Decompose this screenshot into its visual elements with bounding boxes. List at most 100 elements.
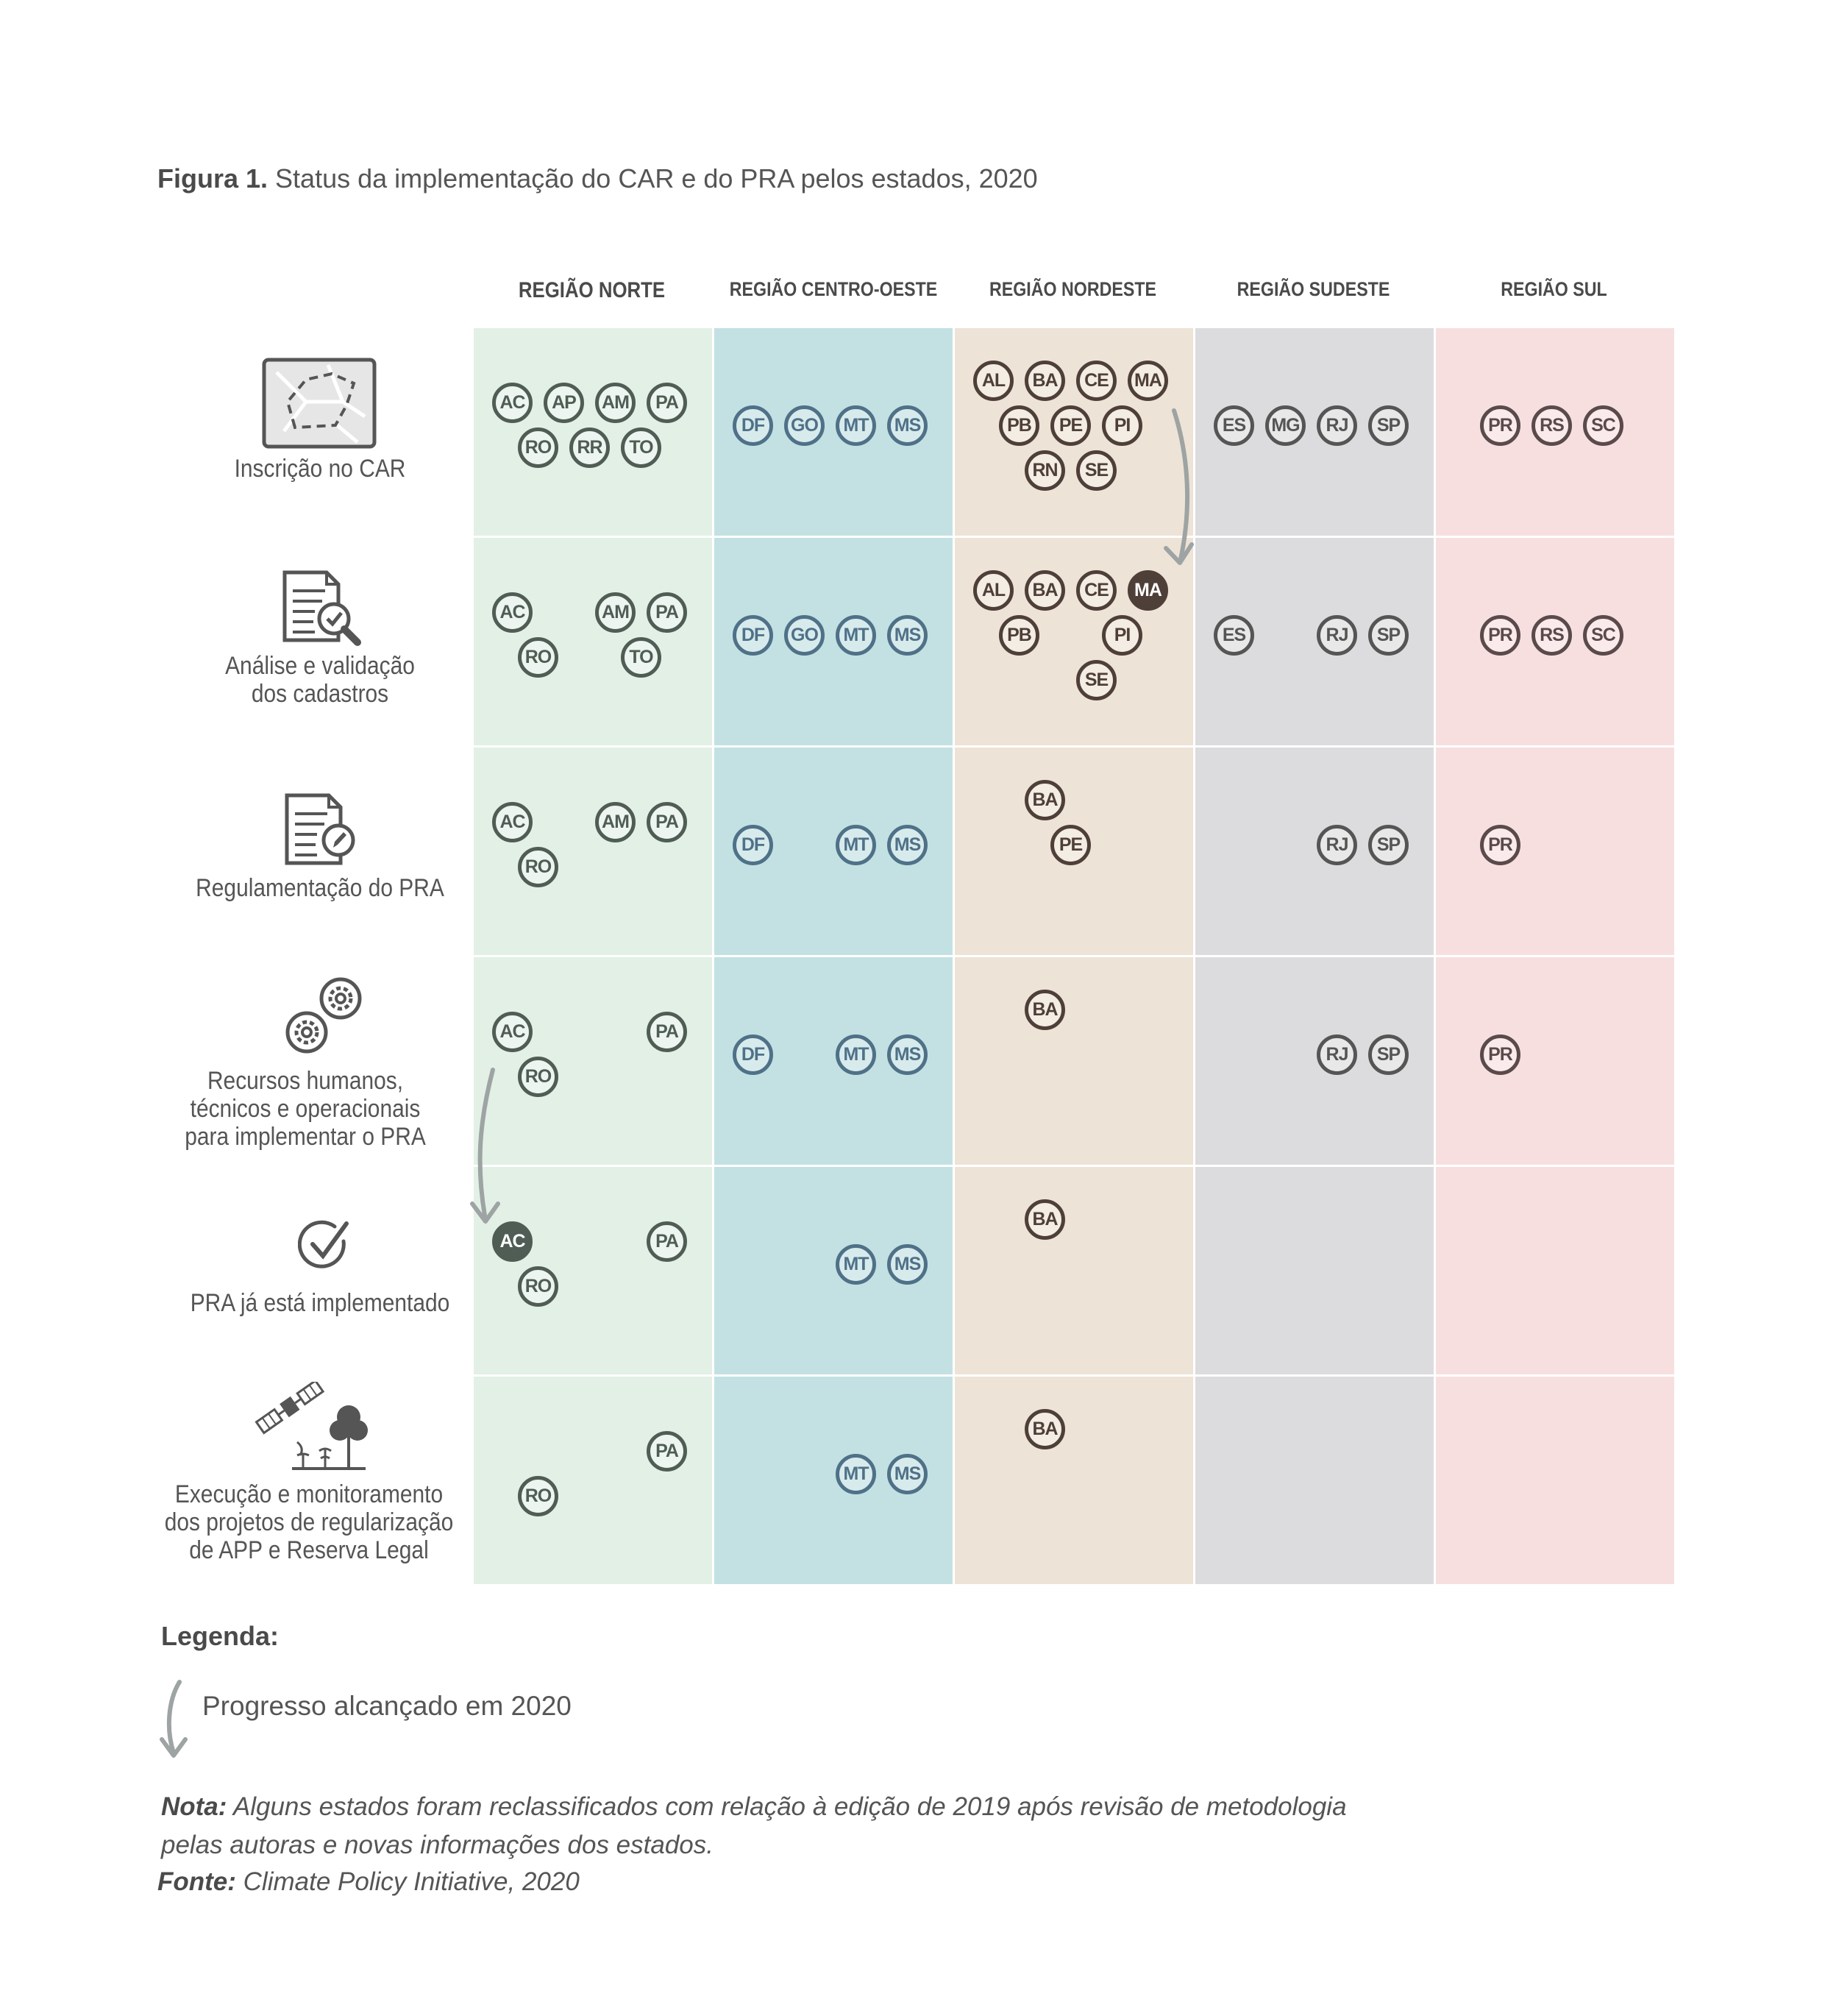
state-badge-pr: PR: [1480, 1034, 1520, 1075]
region-header-nordeste: REGIÃO NORDESTE: [989, 278, 1157, 300]
state-badge-mt: MT: [836, 824, 876, 865]
document-check-icon: [282, 570, 361, 646]
satellite-trees-icon: [255, 1382, 368, 1470]
grid-cell: RJ SP: [1195, 748, 1434, 955]
state-badge-pe: PE: [1050, 405, 1091, 446]
state-badge-al: AL: [973, 360, 1014, 401]
state-badge-al: AL: [973, 569, 1014, 611]
state-badge-sp: SP: [1368, 405, 1409, 446]
state-badge-mt: MT: [836, 614, 876, 656]
stage-label-regulamentacao: Regulamentação do PRA: [196, 874, 444, 902]
grid-cell: AC AM PA RO TO: [474, 538, 712, 745]
state-badge-pb: PB: [999, 405, 1039, 446]
grid-cell: [1436, 1167, 1674, 1374]
state-badge-rr: RR: [569, 427, 610, 468]
figure-title: Figura 1. Status da implementação do CAR…: [157, 163, 1038, 194]
state-badge-ro: RO: [518, 1266, 558, 1307]
state-badge-ms: MS: [887, 1243, 928, 1285]
state-badge-rj: RJ: [1317, 405, 1357, 446]
state-badge-pr: PR: [1480, 405, 1520, 446]
legend-text: Progresso alcançado em 2020: [202, 1691, 572, 1721]
state-badge-pr: PR: [1480, 824, 1520, 865]
state-badge-ba: BA: [1025, 569, 1065, 611]
state-badge-es: ES: [1214, 405, 1254, 446]
grid-cell: PR RS SC: [1436, 328, 1674, 536]
gears-icon: [285, 977, 362, 1054]
grid-cell: DF MT MS: [714, 957, 953, 1165]
figure-title-label: Figura 1.: [157, 163, 268, 194]
state-badge-pa: PA: [647, 1012, 687, 1052]
region-header-norte: REGIÃO NORTE: [518, 278, 666, 302]
state-badge-ba: BA: [1025, 1199, 1065, 1240]
state-badge-ms: MS: [887, 614, 928, 656]
grid-cell: MT MS: [714, 1167, 953, 1374]
state-badge-ms: MS: [887, 1034, 928, 1075]
region-header-sudeste: REGIÃO SUDESTE: [1237, 278, 1390, 300]
state-badge-rj: RJ: [1317, 1034, 1357, 1075]
legend-title: Legenda:: [161, 1621, 280, 1651]
grid-cell: AL BA CE MA PB PI SE: [955, 538, 1193, 745]
stage-label-execucao: Execução e monitoramento dos projetos de…: [164, 1480, 454, 1564]
grid-cell: AC PA RO: [474, 1167, 712, 1374]
stage-label-analise: Análise e validação dos cadastros: [225, 652, 415, 708]
state-badge-ro: RO: [518, 847, 558, 887]
grid-cell: [1436, 1377, 1674, 1584]
source-text: Climate Policy Initiative, 2020: [243, 1867, 580, 1896]
state-badge-pa: PA: [647, 383, 687, 423]
state-badge-se: SE: [1076, 450, 1117, 491]
grid-cell: ES RJ SP: [1195, 538, 1434, 745]
grid-cell: PR: [1436, 957, 1674, 1165]
state-badge-am: AM: [595, 802, 636, 842]
state-badge-to: TO: [621, 427, 661, 468]
state-badge-pi: PI: [1102, 405, 1142, 446]
source-label: Fonte:: [157, 1867, 236, 1896]
state-badge-pe: PE: [1050, 824, 1091, 865]
progress-arrow-ma: [1172, 408, 1190, 561]
grid-cell: AC AP AM PA RO RR TO: [474, 328, 712, 536]
figure-title-text: Status da implementação do CAR e do PRA …: [275, 163, 1038, 194]
map-icon: [262, 358, 377, 449]
grid-cell: PA RO: [474, 1377, 712, 1584]
state-badge-ma: MA: [1128, 569, 1168, 611]
state-badge-ac: AC: [492, 802, 533, 842]
state-badge-rn: RN: [1025, 450, 1065, 491]
grid-cell: BA: [955, 957, 1193, 1165]
state-badge-ms: MS: [887, 405, 928, 446]
state-badge-pa: PA: [647, 592, 687, 633]
state-badge-ba: BA: [1025, 779, 1065, 820]
state-badge-am: AM: [595, 383, 636, 423]
state-badge-ap: AP: [544, 383, 584, 423]
state-badge-rj: RJ: [1317, 614, 1357, 656]
state-badge-mg: MG: [1265, 405, 1306, 446]
grid-cell: [1195, 1167, 1434, 1374]
state-badge-rj: RJ: [1317, 824, 1357, 865]
grid-cell: DF GO MT MS: [714, 538, 953, 745]
state-badge-ba: BA: [1025, 360, 1065, 401]
grid-cell: AL BA CE MA PB PE PI RN SE: [955, 328, 1193, 536]
state-badge-ac: AC: [492, 383, 533, 423]
curved-arrow-icon: [160, 1680, 188, 1758]
state-badge-pa: PA: [647, 1431, 687, 1472]
state-badge-am: AM: [595, 592, 636, 633]
state-badge-ms: MS: [887, 824, 928, 865]
state-badge-mt: MT: [836, 1243, 876, 1285]
state-badge-go: GO: [784, 405, 825, 446]
state-badge-ro: RO: [518, 637, 558, 678]
document-edit-icon: [285, 793, 355, 865]
state-badge-sc: SC: [1583, 405, 1623, 446]
state-badge-ac: AC: [492, 1012, 533, 1052]
state-badge-ba: BA: [1025, 1408, 1065, 1449]
region-header-sul: REGIÃO SUL: [1501, 278, 1607, 300]
note-label: Nota:: [161, 1792, 227, 1821]
grid-cell: DF GO MT MS: [714, 328, 953, 536]
state-badge-ba: BA: [1025, 989, 1065, 1030]
grid-cell: MT MS: [714, 1377, 953, 1584]
grid-cell: PR RS SC: [1436, 538, 1674, 745]
state-badge-es: ES: [1214, 614, 1254, 656]
state-badge-mt: MT: [836, 405, 876, 446]
state-badge-ac: AC: [492, 1221, 533, 1262]
grid-cell: AC PA RO: [474, 957, 712, 1165]
note: Nota: Alguns estados foram reclassificad…: [161, 1788, 1412, 1864]
state-badge-sp: SP: [1368, 614, 1409, 656]
